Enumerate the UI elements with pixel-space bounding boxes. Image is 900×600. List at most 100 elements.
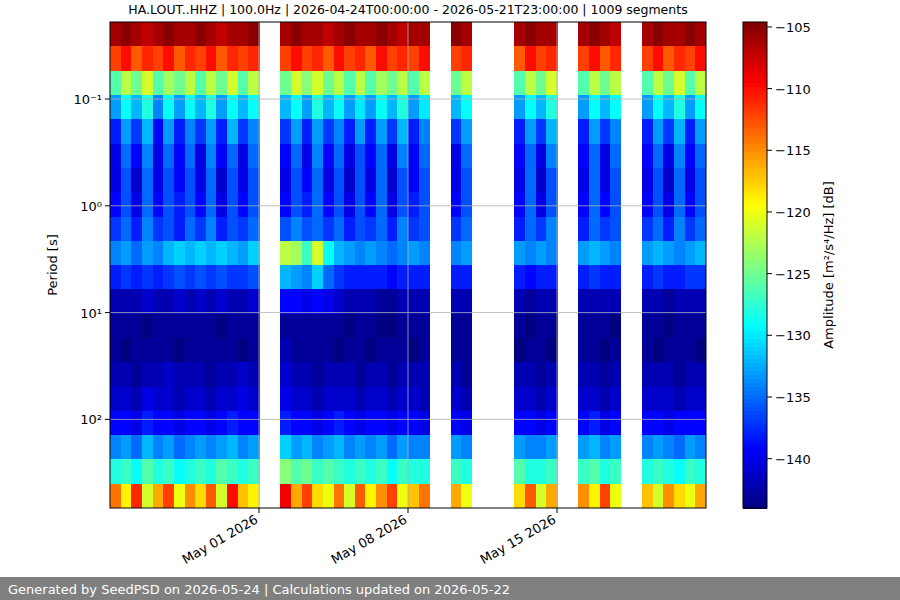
colorbar-step [743,75,767,80]
psd-cell [110,46,121,71]
psd-cell [695,435,706,460]
colorbar-step [743,411,767,416]
psd-cell [546,387,557,412]
psd-cell [589,168,600,193]
psd-cell [185,217,196,242]
psd-cell [280,22,291,47]
colorbar-step [743,330,767,335]
psd-cell [291,289,302,314]
psd-cell [451,459,462,484]
psd-cell [514,484,525,508]
psd-cell [451,362,462,387]
psd-cell [365,119,376,144]
psd-cell [397,338,408,363]
psd-cell [397,289,408,314]
psd-cell [589,459,600,484]
psd-cell [312,192,323,217]
psd-cell [302,362,313,387]
psd-cell [589,144,600,169]
psd-cell [514,435,525,460]
psd-cell [653,411,664,436]
psd-cell [323,362,334,387]
psd-cell [195,362,206,387]
psd-cell [131,338,142,363]
colorbar-step [743,334,767,339]
psd-cell [610,435,621,460]
psd-cell [227,314,238,339]
psd-cell [589,435,600,460]
psd-cell [546,168,557,193]
colorbar-tick-label: −140 [775,452,811,467]
psd-cell [387,338,398,363]
psd-cell [302,22,313,47]
psd-cell [546,411,557,436]
psd-cell [653,22,664,47]
psd-cell [163,338,174,363]
colorbar-step [743,58,767,63]
psd-cell [344,119,355,144]
y-tick-label: 10² [80,412,102,427]
psd-cell [451,435,462,460]
psd-cell [355,338,366,363]
colorbar-step [743,196,767,201]
psd-cell [355,192,366,217]
colorbar-tick [767,26,772,27]
psd-cell [514,265,525,290]
psd-cell [153,144,164,169]
psd-cell [365,168,376,193]
psd-cell [546,265,557,290]
psd-cell [248,144,259,169]
psd-cell [280,459,291,484]
psd-cell [206,362,217,387]
psd-cell [376,217,387,242]
psd-cell [397,265,408,290]
colorbar-step [743,500,767,505]
psd-cell [514,217,525,242]
colorbar-step [743,249,767,254]
psd-cell [589,387,600,412]
colorbar-step [743,480,767,485]
colorbar-step [743,484,767,489]
psd-cell [663,168,674,193]
psd-cell [695,338,706,363]
psd-cell [578,459,589,484]
psd-cell [238,71,249,96]
psd-cell [600,144,611,169]
psd-cell [642,71,653,96]
psd-cell [355,265,366,290]
colorbar-step [743,152,767,157]
psd-cell [674,289,685,314]
psd-cell [216,484,227,508]
psd-cell [536,192,547,217]
psd-cell [323,484,334,508]
psd-cell [653,168,664,193]
psd-cell [185,435,196,460]
psd-cell [248,362,259,387]
psd-cell [685,144,696,169]
colorbar-step [743,447,767,452]
psd-cell [695,46,706,71]
psd-cell [334,314,345,339]
psd-cell [227,46,238,71]
psd-cell [206,484,217,508]
psd-cell [121,411,132,436]
colorbar-step [743,79,767,84]
colorbar-step [743,261,767,266]
psd-cell [131,71,142,96]
psd-cell [238,241,249,266]
psd-cell [653,387,664,412]
psd-cell [110,144,121,169]
psd-cell [408,314,419,339]
psd-cell [461,338,472,363]
psd-cell [419,289,430,314]
psd-cell [365,387,376,412]
psd-cell [536,144,547,169]
psd-cell [610,265,621,290]
psd-cell [451,387,462,412]
colorbar-step [743,269,767,274]
psd-cell [514,459,525,484]
psd-cell [514,192,525,217]
psd-cell [525,217,536,242]
psd-cell [323,144,334,169]
psd-cell [248,192,259,217]
